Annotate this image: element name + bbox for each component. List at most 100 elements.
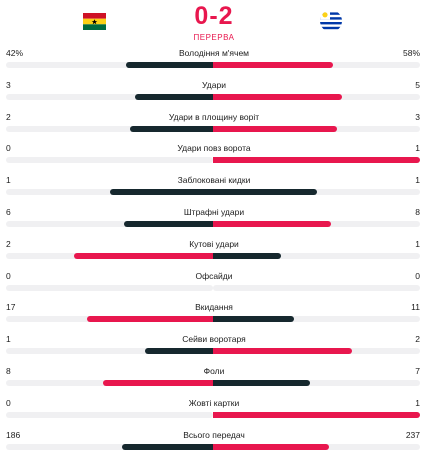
stat-away-value: 5 [415, 79, 420, 90]
away-bar-track [213, 284, 420, 291]
stat-title: Удари в площину воріт [168, 111, 260, 122]
home-bar-track [6, 189, 213, 196]
home-bar [74, 252, 213, 259]
stat-home-value: 2 [6, 238, 11, 249]
away-bar [213, 221, 331, 227]
home-bar-track [6, 221, 213, 227]
away-bar-track [213, 348, 420, 355]
uruguay-flag-icon [320, 10, 342, 32]
stat-title: Офсайди [195, 270, 233, 281]
home-bar-track [6, 62, 213, 68]
away-bar [213, 125, 338, 132]
match-header: 0-2 ПЕРЕРВА [0, 0, 428, 44]
away-bar [213, 189, 317, 196]
home-bar-track [6, 411, 213, 418]
home-bar-track [6, 284, 213, 291]
stat-away-value: 1 [415, 143, 420, 154]
stat-row: 17 Вкидання 11 [0, 302, 428, 332]
stat-title: Всього передач [183, 429, 245, 440]
away-bar [213, 316, 294, 323]
away-bar [213, 443, 329, 450]
stat-row: 186 Всього передач 237 [0, 430, 428, 460]
away-bar [213, 252, 282, 259]
home-bar [86, 316, 213, 323]
stat-away-value: 1 [415, 397, 420, 408]
stat-away-value: 3 [415, 111, 420, 122]
stat-title: Заблоковані кидки [177, 175, 251, 186]
away-bar [213, 93, 343, 100]
home-bar-track [6, 348, 213, 355]
stat-home-value: 8 [6, 366, 11, 376]
stat-away-value: 58% [402, 48, 420, 58]
home-bar [144, 348, 213, 355]
home-bar-track [6, 93, 213, 100]
away-bar-track [213, 316, 420, 323]
stat-home-value: 1 [6, 175, 11, 186]
away-bar-track [213, 380, 420, 386]
home-bar [126, 62, 213, 68]
home-bar [135, 93, 213, 100]
away-bar [213, 62, 334, 68]
home-bar-track [6, 157, 213, 164]
home-bar-track [6, 125, 213, 132]
stat-home-value: 2 [6, 111, 11, 122]
stat-row: 2 Кутові удари 1 [0, 239, 428, 269]
stat-home-value: 17 [6, 302, 16, 313]
home-bar [124, 221, 213, 227]
stat-row: 6 Штрафні удари 8 [0, 207, 428, 237]
away-bar [213, 157, 420, 164]
stat-row: 0 Жовті картки 1 [0, 398, 428, 428]
stat-home-value: 0 [6, 270, 11, 281]
stat-home-value: 0 [6, 397, 11, 408]
stat-away-value: 7 [415, 366, 420, 376]
home-bar [103, 380, 213, 386]
away-bar-track [213, 62, 420, 68]
stat-away-value: 1 [415, 238, 420, 249]
stat-title: Сейви воротаря [182, 334, 246, 345]
stat-row: 2 Удари в площину воріт 3 [0, 112, 428, 142]
stat-row: 0 Офсайди 0 [0, 271, 428, 301]
stat-row: 1 Сейви воротаря 2 [0, 334, 428, 364]
ghana-flag-icon [83, 13, 106, 30]
match-status: ПЕРЕРВА [193, 33, 235, 42]
home-bar [109, 189, 213, 196]
stat-title: Штрафні удари [183, 207, 245, 217]
stat-home-value: 186 [6, 429, 21, 440]
stat-title: Удари [202, 79, 226, 90]
away-bar-track [213, 189, 420, 196]
home-bar-track [6, 380, 213, 386]
away-bar-track [213, 411, 420, 418]
away-bar [213, 380, 311, 386]
stat-title: Кутові удари [189, 238, 239, 249]
away-bar-track [213, 252, 420, 259]
stat-title: Володіння м'ячем [178, 48, 250, 58]
stat-home-value: 1 [6, 334, 11, 345]
stat-row: 0 Удари повз ворота 1 [0, 143, 428, 173]
stat-row: 1 Заблоковані кидки 1 [0, 175, 428, 205]
stat-title: Жовті картки [188, 397, 240, 408]
home-bar-track [6, 252, 213, 259]
stat-row: 8 Фоли 7 [0, 366, 428, 396]
away-bar-track [213, 443, 420, 450]
away-bar-track [213, 125, 420, 132]
away-bar-track [213, 221, 420, 227]
stat-row: 3 Удари 5 [0, 80, 428, 110]
home-bar-track [6, 316, 213, 323]
away-bar-track [213, 93, 420, 100]
match-score: 0-2 [194, 2, 234, 30]
stat-title: Удари повз ворота [177, 143, 251, 154]
home-bar [121, 443, 213, 450]
away-bar [213, 411, 420, 418]
stat-title: Вкидання [195, 302, 233, 313]
stat-away-value: 0 [415, 270, 420, 281]
stat-home-value: 42% [6, 48, 24, 58]
stat-away-value: 1 [415, 175, 420, 186]
home-bar-track [6, 443, 213, 450]
away-bar-track [213, 157, 420, 164]
home-bar [130, 125, 213, 132]
stat-row: 42% Володіння м'ячем 58% [0, 48, 428, 78]
stat-away-value: 2 [415, 334, 420, 345]
stat-away-value: 8 [415, 207, 420, 217]
stat-title: Фоли [203, 366, 225, 376]
stat-away-value: 11 [411, 302, 420, 313]
